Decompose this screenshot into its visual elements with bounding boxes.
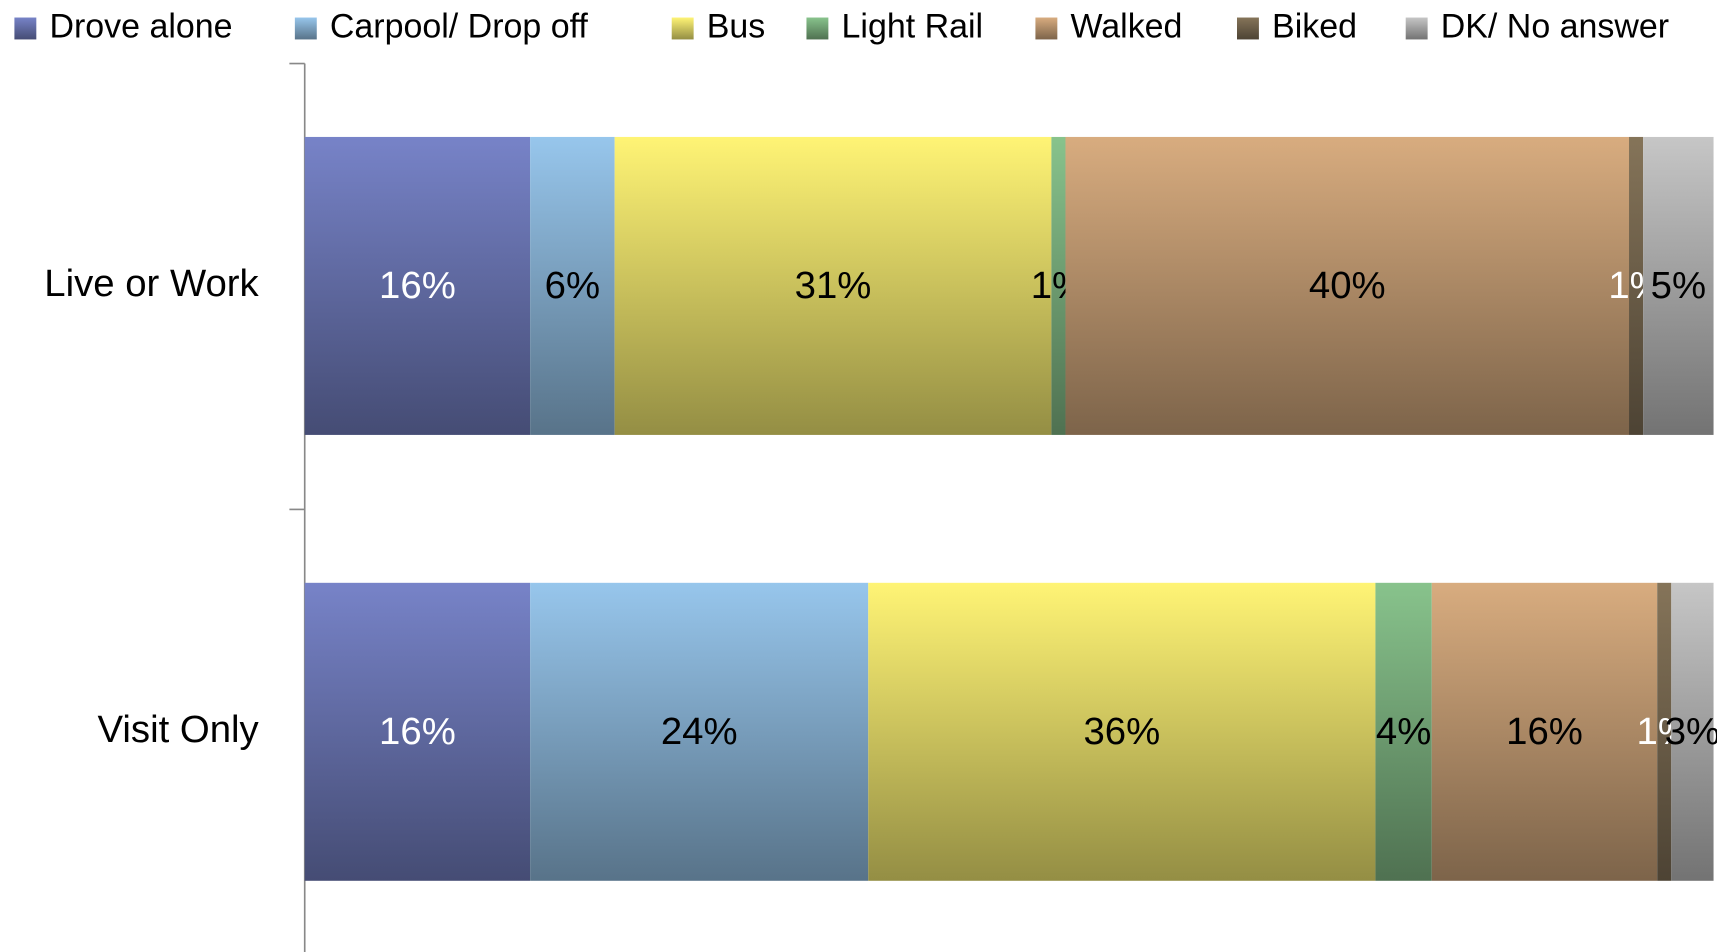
legend-label: Bus <box>707 7 766 45</box>
bar-segment <box>868 582 1376 881</box>
value-label: 40% <box>1309 264 1386 307</box>
value-label: 36% <box>1083 710 1160 753</box>
legend-label: Biked <box>1272 7 1357 45</box>
bar-segment <box>1643 136 1714 435</box>
legend-swatch <box>1405 17 1428 40</box>
bar-segment <box>614 136 1052 435</box>
value-label: 4% <box>1376 710 1431 753</box>
legend-label: Walked <box>1070 7 1182 45</box>
bar-segment <box>530 136 615 435</box>
legend-swatch <box>671 17 694 40</box>
value-label: 16% <box>379 710 456 753</box>
bar-segment <box>1657 582 1672 881</box>
legend-swatch <box>1035 17 1058 40</box>
value-label: 16% <box>379 264 456 307</box>
bar-segment <box>1671 582 1714 881</box>
bar-segment <box>1629 136 1644 435</box>
category-label: Live or Work <box>44 262 259 305</box>
value-label: 6% <box>545 264 600 307</box>
legend-swatch <box>294 17 317 40</box>
legend-label: Light Rail <box>842 7 984 45</box>
legend-label: DK/ No answer <box>1441 7 1669 45</box>
legend-swatch <box>806 17 829 40</box>
bar-segment <box>1051 136 1066 435</box>
legend-swatch <box>14 17 37 40</box>
value-label: 16% <box>1506 710 1583 753</box>
bar-segment <box>530 582 869 881</box>
value-label: 5% <box>1651 264 1706 307</box>
bar-segment <box>1375 582 1432 881</box>
bar-segment <box>304 136 531 435</box>
value-label: 31% <box>795 264 872 307</box>
value-label: 3% <box>1665 710 1717 753</box>
bar-segment <box>304 582 531 881</box>
legend-swatch <box>1236 17 1259 40</box>
bar-segment <box>1065 136 1630 435</box>
value-label: 24% <box>661 710 738 753</box>
legend-label: Drove alone <box>49 7 232 45</box>
legend-label: Carpool/ Drop off <box>330 7 588 45</box>
category-label: Visit Only <box>98 708 260 751</box>
bar-segment <box>1431 582 1658 881</box>
